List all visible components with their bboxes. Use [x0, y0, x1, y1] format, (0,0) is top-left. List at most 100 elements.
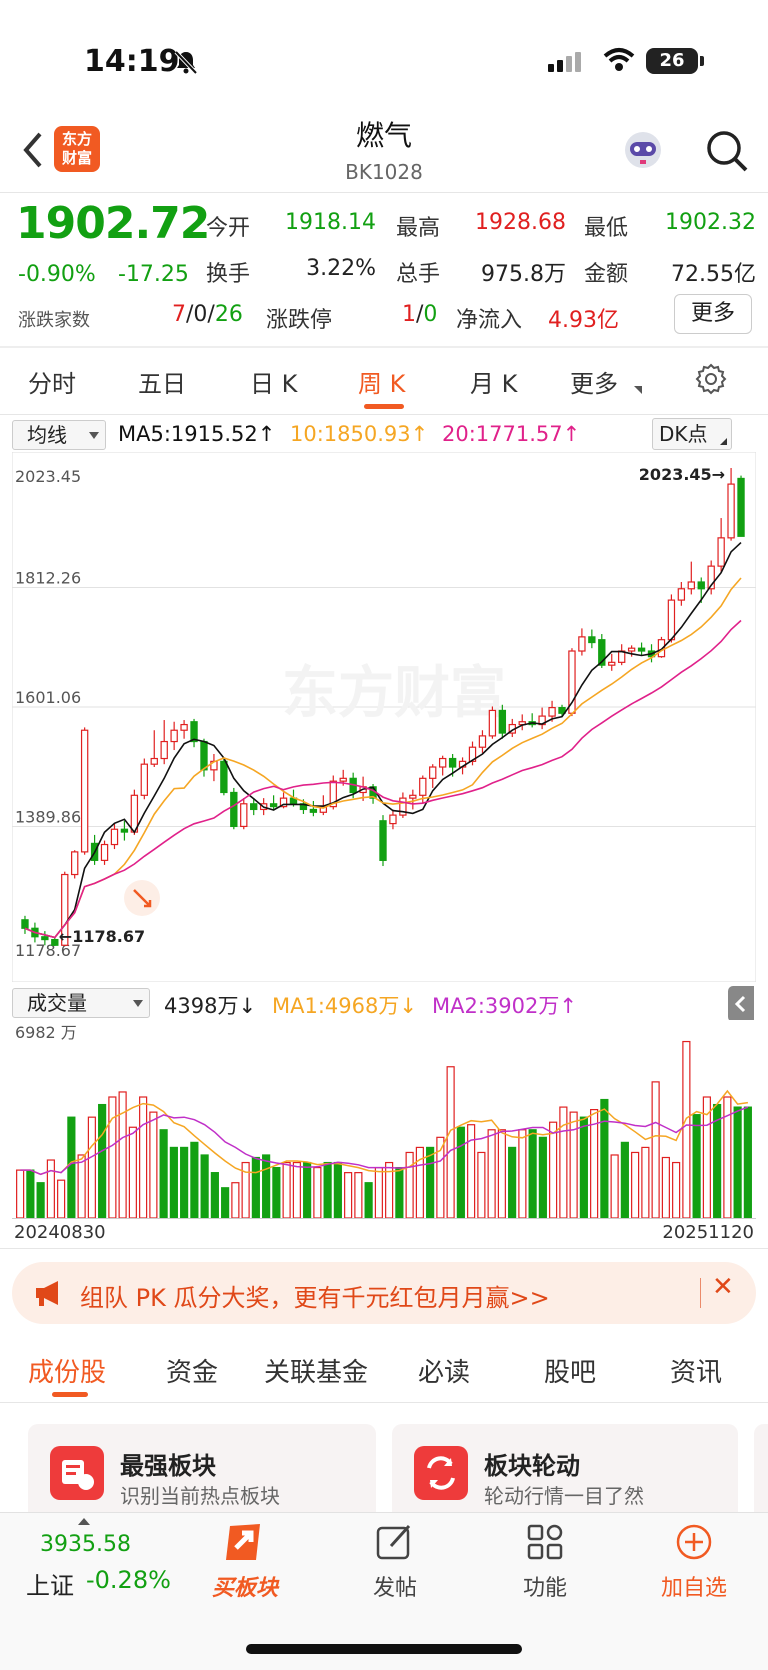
volume-bar-down — [180, 1146, 189, 1219]
candle-up — [279, 797, 288, 808]
chart-settings-gear-icon[interactable] — [694, 362, 728, 396]
buy-sector-button[interactable]: 买板块 — [212, 1520, 278, 1610]
y-tick-label: 2023.45 — [15, 467, 81, 486]
candle-down — [379, 820, 387, 861]
candle-up — [140, 763, 148, 796]
volume-indicator-select[interactable]: 成交量 — [12, 988, 150, 1018]
collapse-panel-button[interactable] — [728, 986, 754, 1022]
y-tick-label: 1601.06 — [15, 688, 81, 707]
high-value: 1928.68 — [475, 210, 566, 235]
promo-banner[interactable] — [12, 1262, 756, 1324]
volume-bar-down — [169, 1146, 178, 1219]
candle-down — [269, 803, 278, 808]
tab-must-read[interactable]: 必读 — [418, 1358, 471, 1388]
functions-button[interactable]: 功能 — [512, 1520, 578, 1610]
candle-up — [100, 843, 109, 861]
candle-up — [240, 803, 248, 828]
tab-constituents[interactable]: 成份股 — [28, 1358, 107, 1388]
tab-monthly-k[interactable]: 月 K — [470, 370, 518, 398]
volume-bar-down — [98, 1103, 107, 1219]
volume-bar-up — [128, 1126, 137, 1219]
ai-assistant-icon[interactable] — [620, 128, 666, 172]
megaphone-icon — [36, 1281, 58, 1306]
card-title: 板块轮动 — [484, 1452, 580, 1480]
candle-up — [71, 851, 79, 876]
index-expand-icon[interactable] — [78, 1518, 90, 1525]
y-tick-label: 1389.86 — [15, 808, 81, 827]
tab-related-funds[interactable]: 关联基金 — [264, 1358, 369, 1388]
search-icon[interactable] — [704, 128, 750, 174]
ma20-readout: 20:1771.57↑ — [442, 422, 581, 446]
volume-bar-down — [733, 1106, 742, 1219]
candle-up — [578, 636, 586, 652]
candlestick-chart[interactable]: 2023.451812.261601.061389.861178.67东方财富2… — [12, 452, 756, 982]
candle-down — [637, 647, 646, 652]
dk-point-button[interactable]: DK点 — [652, 418, 732, 450]
volume-bar-down — [538, 1136, 547, 1219]
candle-up — [548, 706, 556, 717]
tab-five-day[interactable]: 五日 — [138, 370, 186, 398]
page-title: 燃气 — [355, 119, 412, 152]
post-label: 发帖 — [372, 1576, 417, 1601]
section-divider — [0, 1402, 768, 1403]
dk-point-label: DK点 — [659, 422, 708, 446]
volume-bar-down — [303, 1161, 312, 1219]
volume-bar-down — [323, 1161, 332, 1219]
volume-ma2-line — [20, 1106, 749, 1176]
candle-up — [409, 794, 417, 799]
amount-label: 金额 — [584, 262, 629, 287]
turnover-label: 换手 — [206, 262, 251, 287]
volume-bar-down — [159, 1129, 168, 1219]
open-value: 1918.14 — [285, 210, 376, 235]
volume-bar-up — [661, 1156, 670, 1219]
candle-down — [51, 938, 59, 946]
volume-bar-up — [405, 1151, 414, 1219]
low-label: 最低 — [584, 216, 629, 241]
tab-daily-k[interactable]: 日 K — [250, 370, 298, 398]
post-button[interactable]: 发帖 — [362, 1520, 428, 1610]
volume-bar-up — [467, 1124, 476, 1219]
index-name[interactable]: 上证 — [26, 1572, 74, 1600]
volume-bar-up — [77, 1154, 86, 1219]
candle-up — [419, 777, 427, 796]
tab-weekly-k[interactable]: 周 K — [358, 370, 406, 398]
candle-down — [41, 936, 49, 941]
tab-funds-flow[interactable]: 资金 — [166, 1358, 219, 1388]
volume-chart[interactable]: 6982 万 20240830 20251120 — [12, 1020, 756, 1246]
volume-bar-up — [16, 1169, 25, 1219]
low-marker-label: ←1178.67 — [59, 927, 145, 946]
banner-close-button[interactable]: ✕ — [712, 1272, 734, 1302]
low-value: 1902.32 — [665, 210, 756, 235]
index-value[interactable]: 3935.58 — [40, 1532, 131, 1557]
high-marker-label: 2023.45→ — [639, 465, 725, 484]
candle-down — [21, 919, 29, 929]
candle-down — [448, 757, 457, 768]
ma5-readout: MA5:1915.52↑ — [118, 422, 276, 446]
volume-bar-down — [743, 1106, 752, 1219]
back-icon[interactable] — [18, 130, 48, 170]
candle-up — [110, 828, 119, 846]
tab-forum[interactable]: 股吧 — [544, 1358, 597, 1388]
chevron-left-icon — [734, 995, 746, 1013]
card-subtitle: 轮动行情一目了然 — [484, 1484, 644, 1508]
more-stats-button[interactable]: 更多 — [674, 294, 752, 334]
add-watchlist-button[interactable]: 加自选 — [656, 1520, 732, 1610]
volume-bar-up — [108, 1096, 117, 1219]
index-change[interactable]: -0.28% — [86, 1566, 171, 1594]
high-label: 最高 — [396, 216, 441, 241]
candle-up — [399, 797, 407, 816]
tab-more-periods[interactable]: 更多 — [570, 370, 618, 398]
volume-bar-down — [26, 1169, 35, 1219]
promo-banner-text[interactable]: 组队 PK 瓜分大奖，更有千元红包月月赢>> — [80, 1284, 550, 1312]
candle-up — [667, 599, 676, 641]
indicator-select[interactable]: 均线 — [12, 420, 106, 450]
volume-bar-up — [518, 1129, 527, 1219]
limit-up: 1 — [402, 302, 416, 327]
tab-news[interactable]: 资讯 — [670, 1358, 723, 1388]
functions-grid-icon — [527, 1524, 563, 1560]
candle-down — [598, 639, 606, 666]
volume-label: 总手 — [396, 262, 441, 287]
sector-rotation-icon — [414, 1446, 468, 1500]
tab-intraday[interactable]: 分时 — [28, 370, 76, 398]
volume-bar-up — [139, 1096, 148, 1219]
